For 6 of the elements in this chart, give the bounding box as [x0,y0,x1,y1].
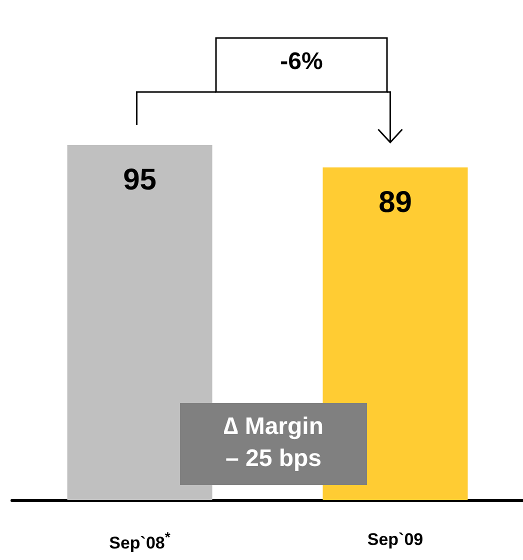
data-label: 95 [123,164,156,196]
x-tick-label: Sep`08$^{*}$ [109,530,170,554]
text: -6% [279,48,324,76]
annotation: ∆ Margin – 25 bps [222,412,325,474]
x-tick-label: Sep`09 [367,530,424,550]
data-label: 89 [378,186,412,219]
